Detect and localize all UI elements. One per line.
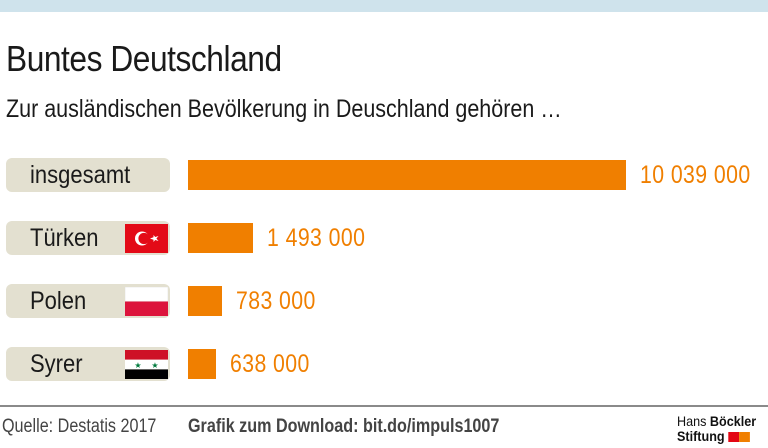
category-label-box: Türken [6, 221, 170, 255]
hans-boeckler-logo: Hans Böckler Stiftung [677, 413, 757, 444]
bar-row: Polen 783 000 [0, 284, 768, 320]
svg-text:★: ★ [134, 361, 141, 370]
value-label: 1 493 000 [267, 224, 366, 252]
category-label-box: Syrer ★ ★ [6, 347, 170, 381]
category-label: Polen [30, 287, 87, 315]
value-label: 638 000 [229, 350, 310, 378]
bar-row: insgesamt 10 039 000 [0, 158, 768, 194]
syria-flag-icon: ★ ★ [125, 350, 168, 379]
value-label: 783 000 [236, 287, 316, 315]
source-note: Quelle: Destatis 2017 [2, 416, 157, 437]
bar-row: Syrer ★ ★ 638 000 [0, 347, 768, 383]
bar [188, 160, 626, 190]
svg-text:★: ★ [151, 361, 158, 370]
category-label-box: Polen [6, 284, 170, 318]
category-label-box: insgesamt [6, 158, 170, 192]
bar [188, 286, 223, 316]
download-link[interactable]: Grafik zum Download: bit.do/impuls1007 [188, 416, 500, 437]
category-label: Türken [30, 224, 99, 252]
poland-flag-icon [124, 286, 169, 316]
value-label: 10 039 000 [640, 161, 751, 189]
category-label: Syrer [30, 350, 83, 378]
category-label: insgesamt [30, 161, 131, 189]
chart-subtitle: Zur ausländischen Bevölkerung in Deuschl… [6, 95, 562, 123]
footer-divider [0, 405, 768, 407]
bar [188, 349, 216, 379]
turkey-flag-icon [125, 224, 168, 253]
bar-row: Türken 1 493 000 [0, 221, 768, 257]
top-band [0, 0, 768, 12]
bar [188, 223, 254, 253]
chart-title: Buntes Deutschland [6, 38, 282, 79]
